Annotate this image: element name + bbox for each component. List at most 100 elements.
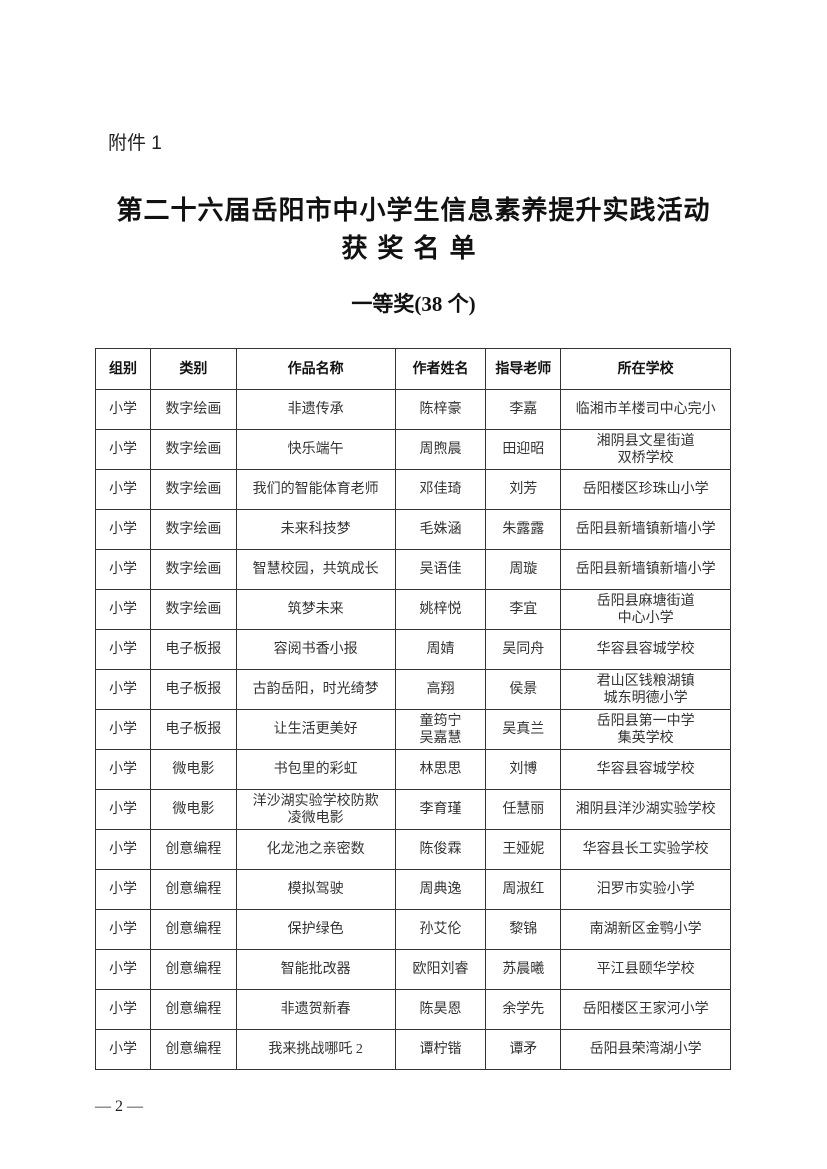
table-cell: 快乐端午 xyxy=(235,429,396,470)
table-cell: 欧阳刘睿 xyxy=(394,949,487,990)
table-cell: 数字绘画 xyxy=(149,549,237,590)
table-cell: 小学 xyxy=(95,589,151,630)
table-row: 小学 创意编程 保护绿色 孙艾伦 黎锦 南湖新区金鹗小学 xyxy=(95,909,731,950)
table-row: 小学 创意编程 化龙池之亲密数 陈俊霖 王娅妮 华容县长工实验学校 xyxy=(95,829,731,870)
table-cell: 童筠宁 吴嘉慧 xyxy=(394,709,487,750)
table-cell: 刘博 xyxy=(485,749,562,790)
table-cell: 陈昊恩 xyxy=(394,989,487,1030)
award-table: 组别 类别 作品名称 作者姓名 指导老师 所在学校 小学 数字绘画 非遗传承 陈梓豪 李嘉 临湘市羊… xyxy=(95,348,731,1070)
table-row: 小学 创意编程 模拟驾驶 周典逸 周淑红 汨罗市实验小学 xyxy=(95,869,731,910)
table-cell: 岳阳县新墙镇新墙小学 xyxy=(560,509,731,550)
table-cell: 黎锦 xyxy=(485,909,562,950)
table-cell: 陈俊霖 xyxy=(394,829,487,870)
table-row: 小学 电子板报 容阅书香小报 周婧 吴同舟 华容县容城学校 xyxy=(95,629,731,670)
table-cell: 创意编程 xyxy=(149,829,237,870)
table-cell: 我们的智能体育老师 xyxy=(235,469,396,510)
table-cell: 创意编程 xyxy=(149,1029,237,1070)
table-cell: 吴真兰 xyxy=(485,709,562,750)
table-cell: 小学 xyxy=(95,549,151,590)
table-cell: 古韵岳阳，时光绮梦 xyxy=(235,669,396,710)
table-cell: 周婧 xyxy=(394,629,487,670)
table-cell: 王娅妮 xyxy=(485,829,562,870)
table-cell: 小学 xyxy=(95,509,151,550)
table-row: 小学 电子板报 古韵岳阳，时光绮梦 高翔 侯景 君山区钱粮湖镇 城东明德小学 xyxy=(95,669,731,710)
table-cell: 未来科技梦 xyxy=(235,509,396,550)
document-title: 第二十六届岳阳市中小学生信息素养提升实践活动 xyxy=(116,196,711,225)
table-row: 小学 数字绘画 我们的智能体育老师 邓佳琦 刘芳 岳阳楼区珍珠山小学 xyxy=(95,469,731,510)
table-cell: 微电影 xyxy=(149,749,237,790)
table-cell: 苏晨曦 xyxy=(485,949,562,990)
document-subtitle: 获奖名单 xyxy=(341,234,486,263)
table-cell: 周璇 xyxy=(485,549,562,590)
table-cell: 非遗传承 xyxy=(235,389,396,430)
table-cell: 智能批改器 xyxy=(235,949,396,990)
table-cell: 周煦晨 xyxy=(394,429,487,470)
table-cell: 创意编程 xyxy=(149,949,237,990)
table-cell: 筑梦未来 xyxy=(235,589,396,630)
table-cell: 数字绘画 xyxy=(149,469,237,510)
table-cell: 小学 xyxy=(95,749,151,790)
table-cell: 创意编程 xyxy=(149,989,237,1030)
table-cell: 姚梓悦 xyxy=(394,589,487,630)
table-cell: 岳阳县荣湾湖小学 xyxy=(560,1029,731,1070)
table-cell: 湘阴县洋沙湖实验学校 xyxy=(560,789,731,830)
table-cell: 小学 xyxy=(95,1029,151,1070)
table-cell: 电子板报 xyxy=(149,629,237,670)
table-row: 小学 电子板报 让生活更美好 童筠宁 吴嘉慧 吴真兰 岳阳县第一中学 集英学校 xyxy=(95,709,731,750)
table-cell: 孙艾伦 xyxy=(394,909,487,950)
table-cell: 湘阴县文星街道 双桥学校 xyxy=(560,429,731,470)
table-cell: 我来挑战哪吒 2 xyxy=(235,1029,396,1070)
column-header: 类别 xyxy=(149,348,237,390)
table-cell: 岳阳县第一中学 集英学校 xyxy=(560,709,731,750)
table-cell: 洋沙湖实验学校防欺 凌微电影 xyxy=(235,789,396,830)
table-cell: 李嘉 xyxy=(485,389,562,430)
table-cell: 小学 xyxy=(95,469,151,510)
table-row: 小学 数字绘画 未来科技梦 毛姝涵 朱露露 岳阳县新墙镇新墙小学 xyxy=(95,509,731,550)
page-number: — 2 — xyxy=(95,1098,143,1115)
table-row: 小学 创意编程 非遗贺新春 陈昊恩 余学先 岳阳楼区王家河小学 xyxy=(95,989,731,1030)
table-cell: 数字绘画 xyxy=(149,509,237,550)
table-cell: 数字绘画 xyxy=(149,429,237,470)
table-cell: 书包里的彩虹 xyxy=(235,749,396,790)
table-cell: 侯景 xyxy=(485,669,562,710)
table-cell: 模拟驾驶 xyxy=(235,869,396,910)
column-header: 所在学校 xyxy=(560,348,731,390)
table-cell: 华容县长工实验学校 xyxy=(560,829,731,870)
table-cell: 电子板报 xyxy=(149,669,237,710)
table-cell: 化龙池之亲密数 xyxy=(235,829,396,870)
table-cell: 高翔 xyxy=(394,669,487,710)
table-cell: 让生活更美好 xyxy=(235,709,396,750)
table-cell: 容阅书香小报 xyxy=(235,629,396,670)
table-row: 小学 微电影 书包里的彩虹 林思思 刘博 华容县容城学校 xyxy=(95,749,731,790)
table-cell: 保护绿色 xyxy=(235,909,396,950)
table-cell: 邓佳琦 xyxy=(394,469,487,510)
table-cell: 小学 xyxy=(95,709,151,750)
table-cell: 朱露露 xyxy=(485,509,562,550)
table-cell: 岳阳县麻塘街道 中心小学 xyxy=(560,589,731,630)
table-cell: 汨罗市实验小学 xyxy=(560,869,731,910)
table-cell: 华容县容城学校 xyxy=(560,749,731,790)
table-cell: 李育瑾 xyxy=(394,789,487,830)
table-cell: 创意编程 xyxy=(149,869,237,910)
section-title: 一等奖(38 个) xyxy=(351,292,476,316)
table-cell: 小学 xyxy=(95,949,151,990)
table-cell: 微电影 xyxy=(149,789,237,830)
table-row: 小学 创意编程 我来挑战哪吒 2 谭柠锴 谭矛 岳阳县荣湾湖小学 xyxy=(95,1029,731,1070)
table-cell: 平江县颐华学校 xyxy=(560,949,731,990)
table-cell: 余学先 xyxy=(485,989,562,1030)
table-cell: 小学 xyxy=(95,989,151,1030)
table-cell: 小学 xyxy=(95,669,151,710)
table-row: 小学 创意编程 智能批改器 欧阳刘睿 苏晨曦 平江县颐华学校 xyxy=(95,949,731,990)
table-cell: 岳阳楼区珍珠山小学 xyxy=(560,469,731,510)
table-cell: 创意编程 xyxy=(149,909,237,950)
table-cell: 毛姝涵 xyxy=(394,509,487,550)
table-cell: 非遗贺新春 xyxy=(235,989,396,1030)
table-cell: 周淑红 xyxy=(485,869,562,910)
table-cell: 谭矛 xyxy=(485,1029,562,1070)
table-row: 小学 微电影 洋沙湖实验学校防欺 凌微电影 李育瑾 任慧丽 湘阴县洋沙湖实验学校 xyxy=(95,789,731,830)
table-cell: 临湘市羊楼司中心完小 xyxy=(560,389,731,430)
table-row: 小学 数字绘画 筑梦未来 姚梓悦 李宜 岳阳县麻塘街道 中心小学 xyxy=(95,589,731,630)
table-cell: 田迎昭 xyxy=(485,429,562,470)
table-cell: 林思思 xyxy=(394,749,487,790)
table-cell: 君山区钱粮湖镇 城东明德小学 xyxy=(560,669,731,710)
